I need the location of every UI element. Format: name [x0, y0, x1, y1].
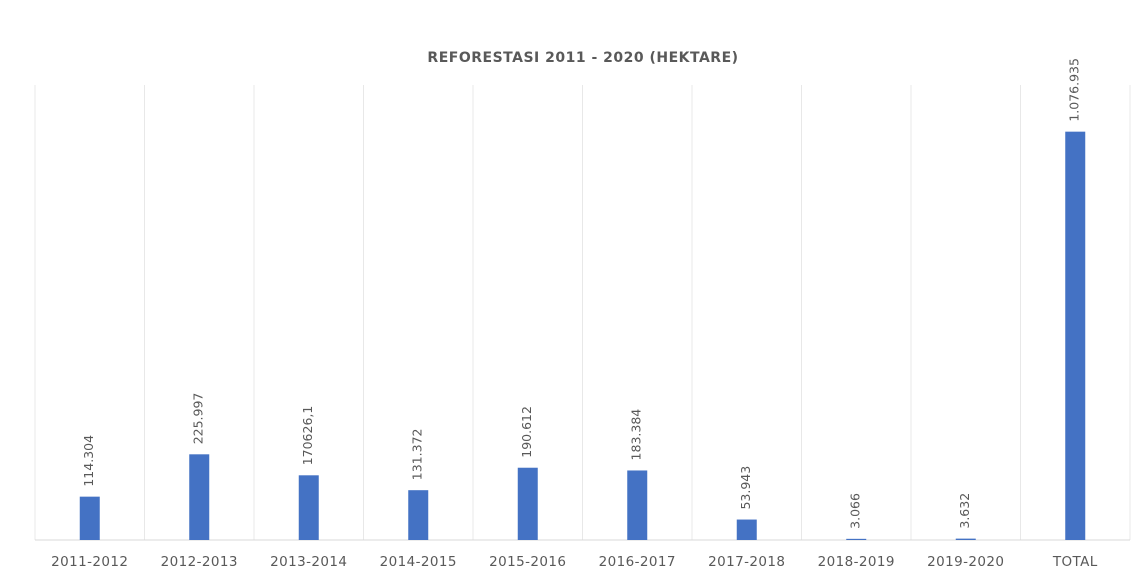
value-label: 183.384: [629, 409, 644, 461]
x-tick-label: 2015-2016: [489, 554, 566, 570]
x-tick-label: 2011-2012: [51, 554, 128, 570]
x-tick-label: 2016-2017: [599, 554, 676, 570]
bar: [736, 519, 757, 540]
bar: [408, 490, 429, 540]
bar: [298, 475, 319, 540]
value-label: 170626,1: [300, 406, 315, 466]
value-label: 53.943: [738, 466, 753, 510]
value-label: 1.076.935: [1067, 58, 1082, 122]
x-tick-label: 2018-2019: [818, 554, 895, 570]
value-label: 131.372: [410, 428, 425, 480]
x-tick-label: 2012-2013: [161, 554, 238, 570]
value-label: 3.066: [848, 493, 863, 529]
bar: [846, 538, 867, 540]
x-tick-label: 2019-2020: [927, 554, 1004, 570]
bar: [955, 538, 976, 540]
bar: [627, 470, 648, 540]
value-label: 190.612: [519, 406, 534, 458]
bar: [1065, 131, 1086, 540]
bar: [79, 496, 100, 540]
x-tick-label: 2017-2018: [708, 554, 785, 570]
x-tick-label: 2013-2014: [270, 554, 347, 570]
value-label: 225.997: [191, 393, 206, 445]
x-tick-label: TOTAL: [1052, 554, 1098, 570]
chart-title: REFORESTASI 2011 - 2020 (HEKTARE): [427, 50, 738, 66]
value-label: 114.304: [81, 435, 96, 487]
bar: [189, 454, 210, 540]
value-label: 3.632: [957, 493, 972, 529]
x-tick-label: 2014-2015: [380, 554, 457, 570]
bar: [517, 467, 538, 540]
